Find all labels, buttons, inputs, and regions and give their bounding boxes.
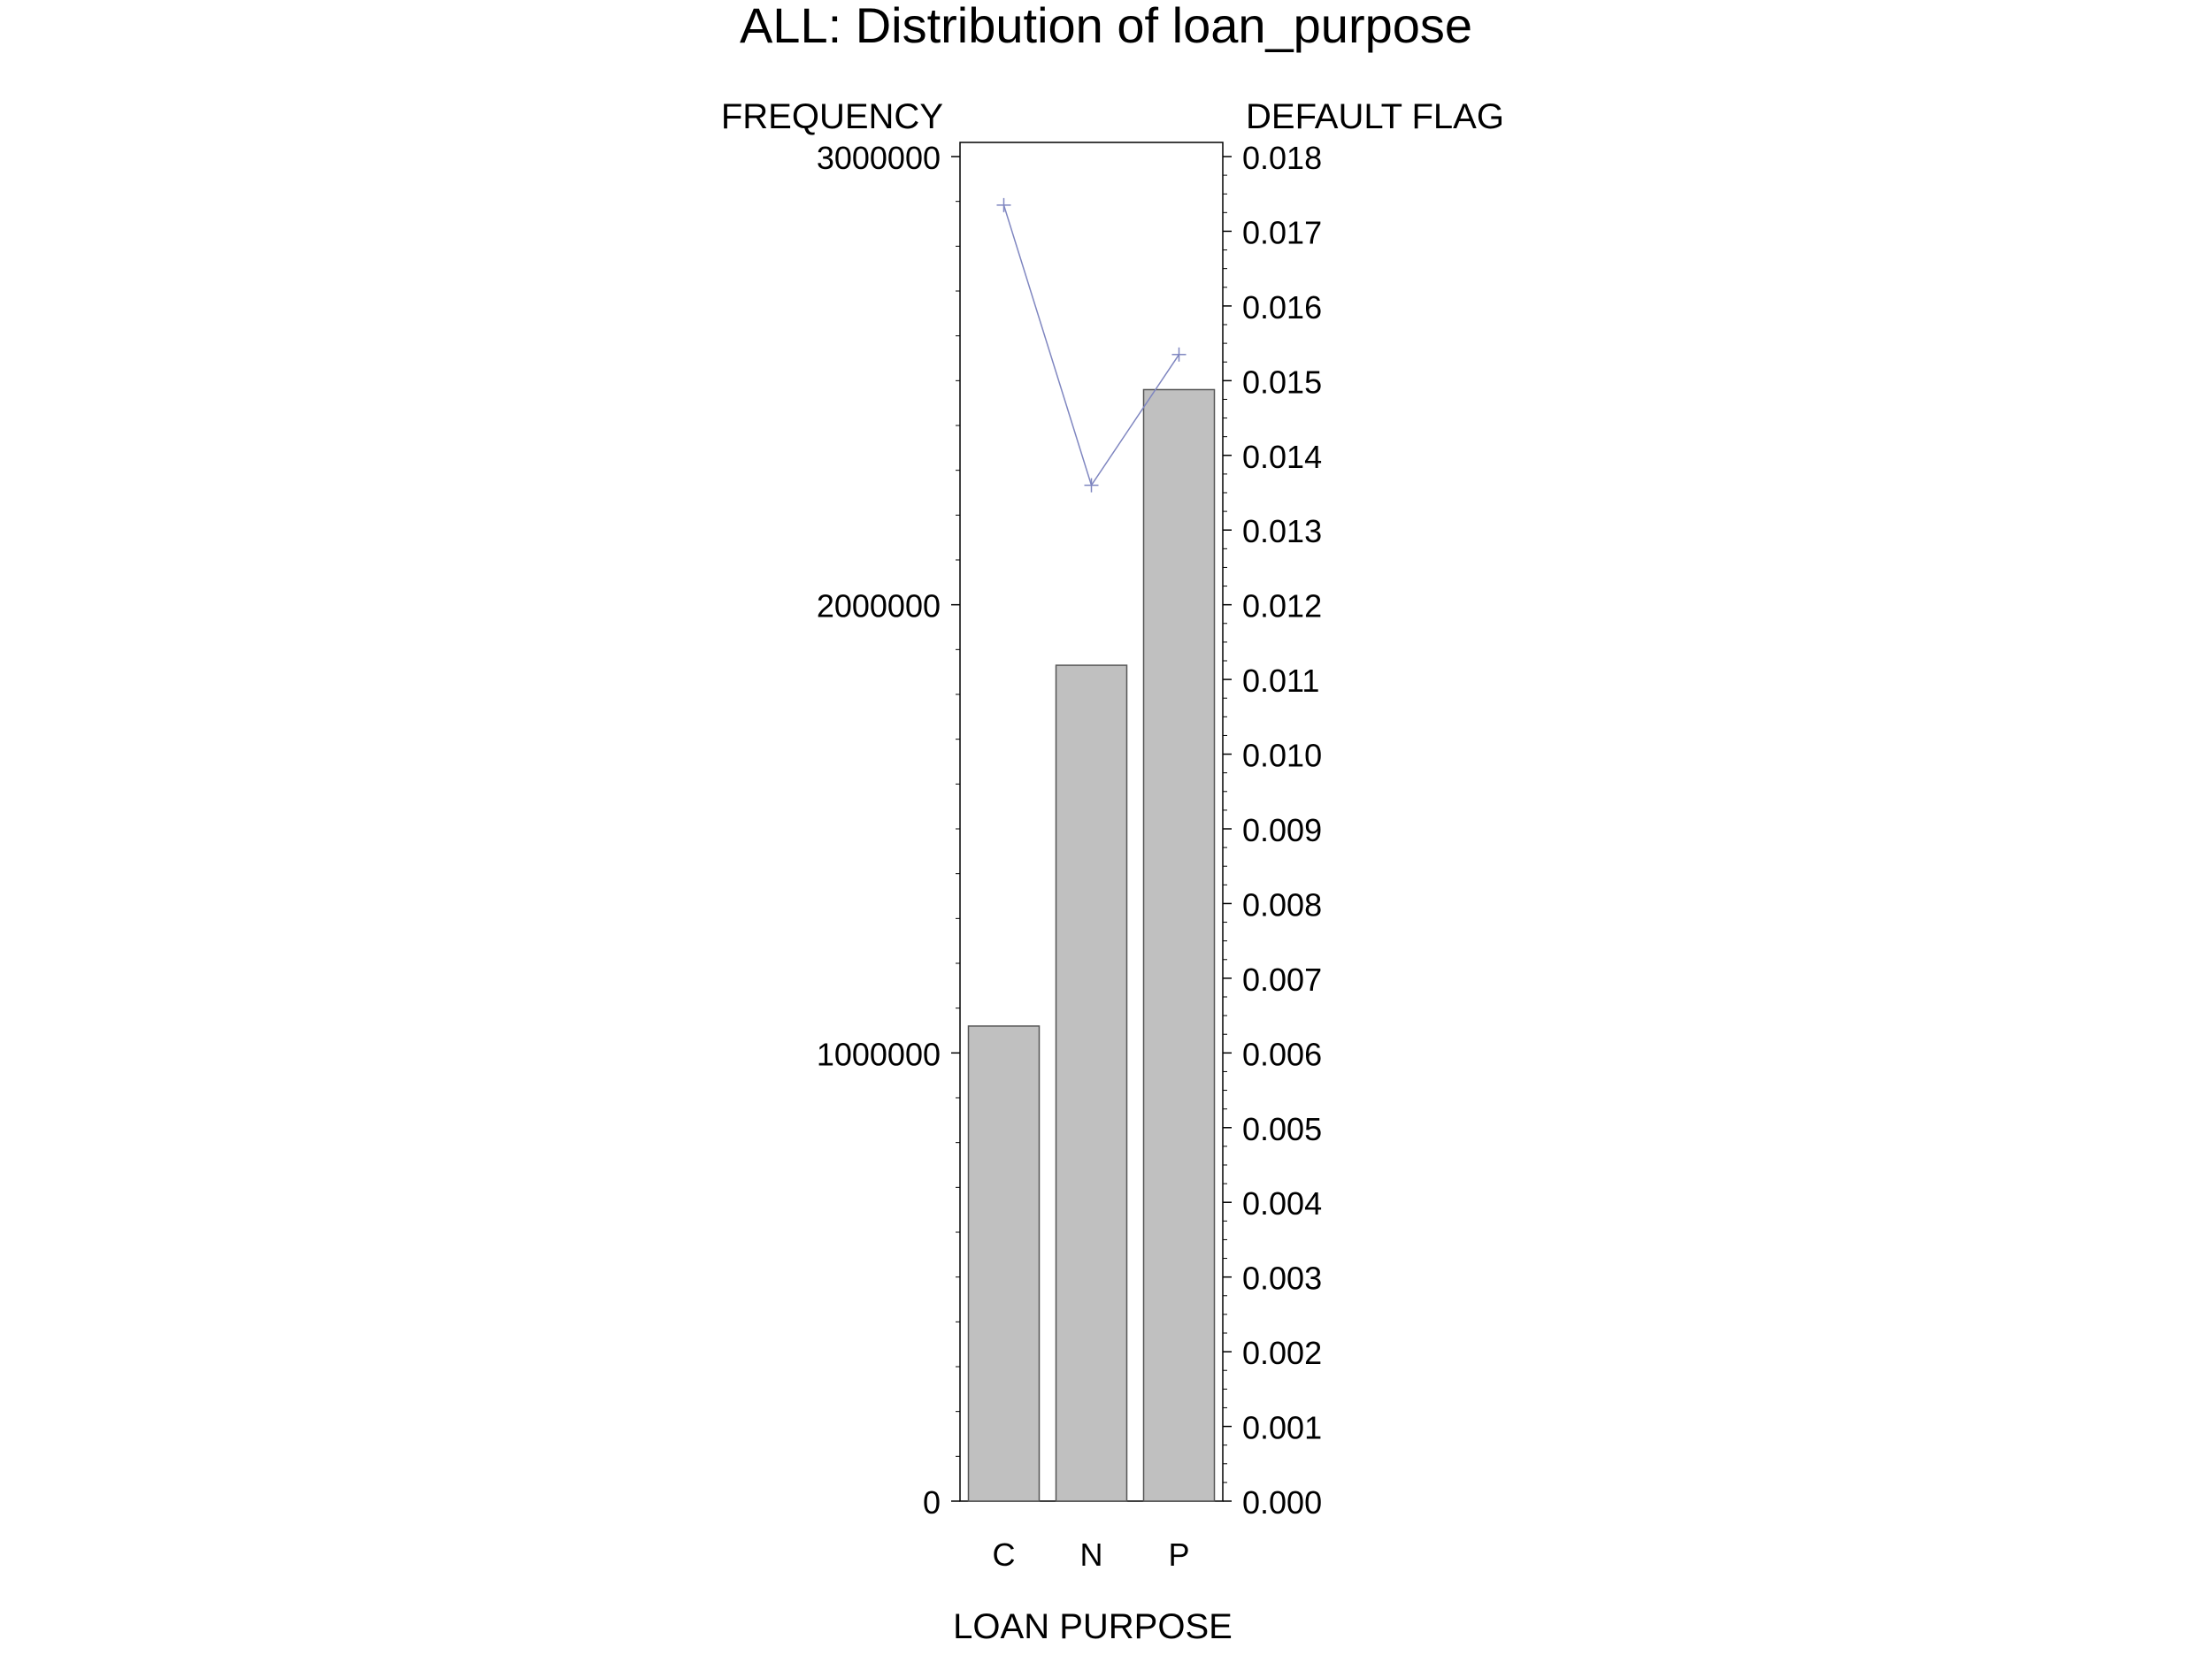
y-tick-label: 0	[923, 1484, 941, 1521]
line-marker-p	[1171, 347, 1187, 362]
y2-tick-label: 0.010	[1242, 738, 1322, 774]
y2-axis-label: DEFAULT FLAG	[1246, 97, 1504, 136]
y2-tick-label: 0.005	[1242, 1111, 1322, 1147]
y2-tick-label: 0.001	[1242, 1410, 1322, 1446]
y2-tick-label: 0.004	[1242, 1185, 1322, 1222]
y2-tick-label: 0.007	[1242, 962, 1322, 998]
y2-tick-label: 0.003	[1242, 1261, 1322, 1297]
right-axis: 0.000 0.001 0.002 0.003 0.004 0.005 0.006 0.007…	[1223, 140, 1322, 1521]
line-marker-c	[996, 197, 1011, 212]
y2-tick-label: 0.016	[1242, 289, 1322, 326]
y2-tick-label: 0.014	[1242, 439, 1322, 475]
y2-tick-label: 0.013	[1242, 513, 1322, 549]
y2-tick-label: 0.006	[1242, 1036, 1322, 1072]
y-tick-label: 1000000	[817, 1036, 941, 1072]
y2-tick-label: 0.009	[1242, 812, 1322, 848]
x-tick-label: C	[993, 1537, 1016, 1573]
y2-tick-label: 0.015	[1242, 364, 1322, 400]
default-flag-line	[996, 197, 1187, 493]
bars	[967, 388, 1216, 1502]
chart-title: ALL: Distribution of loan_purpose	[740, 0, 1472, 53]
y2-tick-label: 0.012	[1242, 588, 1322, 625]
line-marker-n	[1084, 478, 1099, 493]
left-axis: 0 1000000 2000000 3000000	[817, 140, 960, 1521]
y2-tick-label: 0.011	[1242, 663, 1319, 699]
x-tick-label: N	[1080, 1537, 1103, 1573]
x-tick-label: P	[1168, 1537, 1189, 1573]
y2-tick-label: 0.000	[1242, 1484, 1322, 1521]
x-axis-label: LOAN PURPOSE	[953, 1607, 1233, 1646]
y2-tick-label: 0.018	[1242, 140, 1322, 176]
y-tick-label: 3000000	[817, 140, 941, 176]
y2-tick-label: 0.008	[1242, 886, 1322, 923]
y2-tick-label: 0.002	[1242, 1335, 1322, 1371]
bar-p	[1142, 388, 1216, 1502]
y-axis-label: FREQUENCY	[721, 97, 943, 136]
y-tick-label: 2000000	[817, 588, 941, 625]
y2-tick-label: 0.017	[1242, 214, 1322, 250]
bar-c	[967, 1025, 1041, 1502]
bar-n	[1055, 664, 1128, 1502]
